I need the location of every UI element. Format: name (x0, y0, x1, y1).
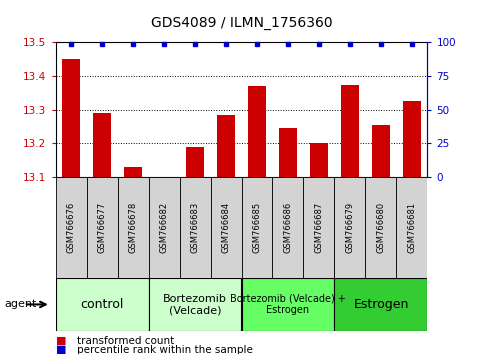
Bar (310, 143, 328, 177)
Bar (217, 115, 235, 177)
Bar (279, 128, 297, 177)
Text: GSM766676: GSM766676 (67, 202, 75, 253)
Bar (149, 278, 242, 331)
Bar (93, 113, 112, 177)
Text: GSM766682: GSM766682 (159, 202, 169, 253)
Bar (56, 278, 149, 331)
Bar (341, 85, 359, 177)
Text: GSM766686: GSM766686 (284, 202, 293, 253)
Bar (149, 177, 180, 278)
Bar (334, 177, 366, 278)
Text: GSM766679: GSM766679 (345, 202, 355, 253)
Bar (186, 147, 204, 177)
Text: percentile rank within the sample: percentile rank within the sample (77, 345, 253, 354)
Text: GSM766685: GSM766685 (253, 202, 261, 253)
Bar (366, 177, 397, 278)
Text: Bortezomib
(Velcade): Bortezomib (Velcade) (163, 293, 227, 315)
Text: GSM766684: GSM766684 (222, 202, 230, 253)
Text: Estrogen: Estrogen (353, 298, 409, 311)
Text: agent: agent (5, 299, 37, 309)
Bar (180, 177, 211, 278)
Text: GSM766683: GSM766683 (190, 202, 199, 253)
Bar (334, 278, 427, 331)
Text: ■: ■ (56, 336, 66, 346)
Text: GSM766680: GSM766680 (376, 202, 385, 253)
Text: GSM766687: GSM766687 (314, 202, 324, 253)
Bar (211, 177, 242, 278)
Text: control: control (80, 298, 124, 311)
Bar (372, 125, 390, 177)
Text: GSM766677: GSM766677 (98, 202, 107, 253)
Text: GDS4089 / ILMN_1756360: GDS4089 / ILMN_1756360 (151, 16, 332, 30)
Text: GSM766681: GSM766681 (408, 202, 416, 253)
Bar (117, 177, 149, 278)
Bar (248, 86, 266, 177)
Text: GSM766678: GSM766678 (128, 202, 138, 253)
Text: transformed count: transformed count (77, 336, 174, 346)
Bar (403, 101, 421, 177)
Bar (272, 177, 303, 278)
Bar (242, 278, 334, 331)
Bar (303, 177, 334, 278)
Text: Bortezomib (Velcade) +
Estrogen: Bortezomib (Velcade) + Estrogen (230, 293, 346, 315)
Bar (242, 177, 272, 278)
Bar (56, 177, 86, 278)
Bar (397, 177, 427, 278)
Bar (86, 177, 117, 278)
Bar (62, 59, 80, 177)
Text: ■: ■ (56, 345, 66, 354)
Bar (124, 167, 142, 177)
